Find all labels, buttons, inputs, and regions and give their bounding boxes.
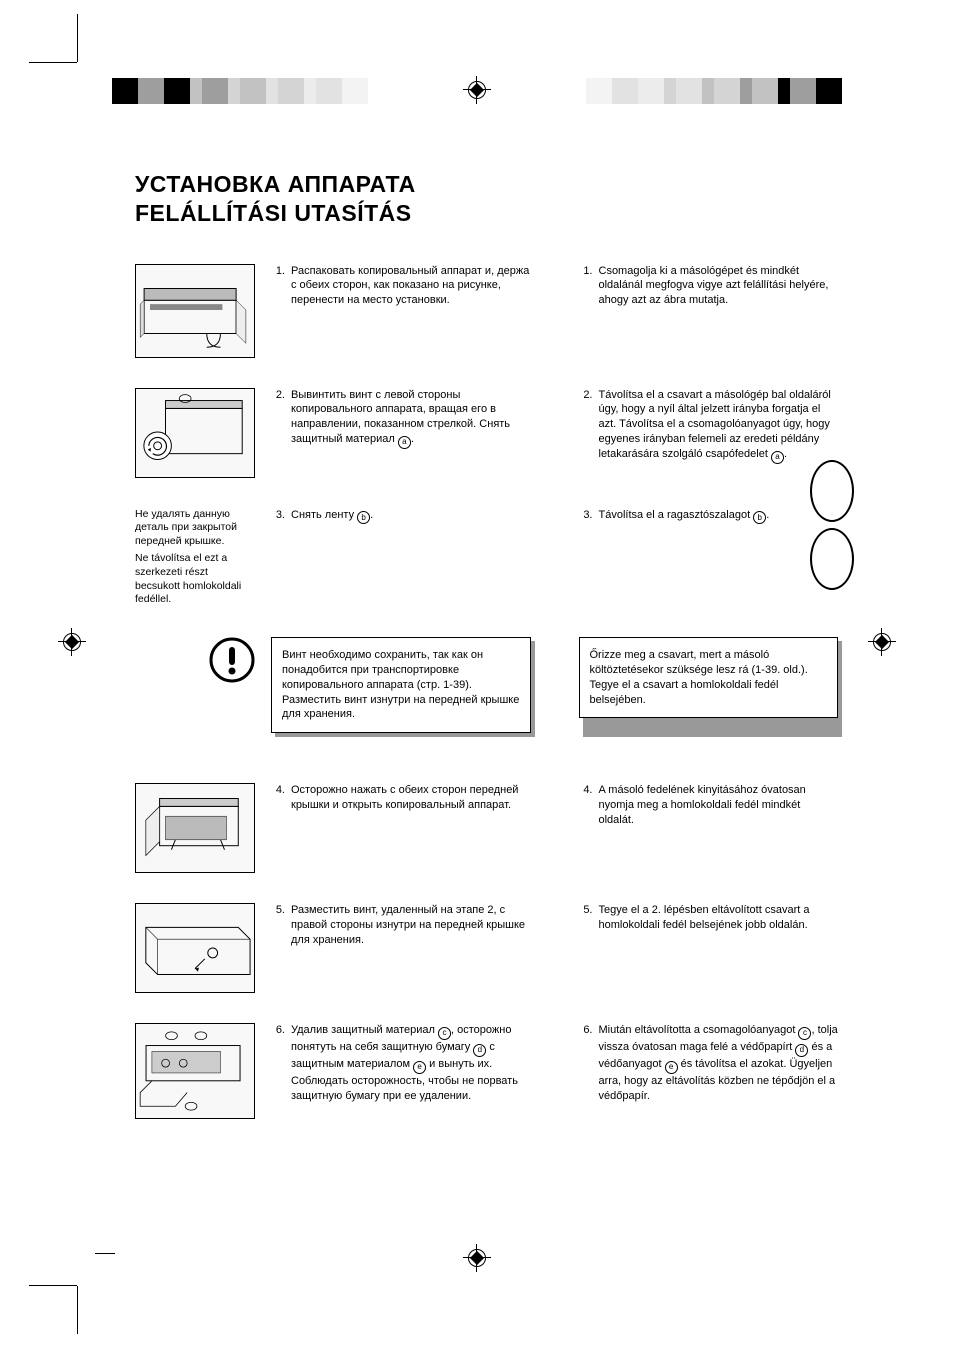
figure-6 <box>135 1023 255 1119</box>
page-content: УСТАНОВКА АППАРАТА FELÁLLÍTÁSI UTASÍTÁS … <box>135 170 838 1119</box>
title-ru: УСТАНОВКА АППАРАТА <box>135 171 416 197</box>
crop-mark <box>77 1286 78 1334</box>
note-row: Винт необходимо сохранить, так как он по… <box>135 637 838 733</box>
step-row-1: 1. Распаковать копировальный аппарат и, … <box>135 264 838 358</box>
ref-e-icon: e <box>413 1061 426 1074</box>
crop-mark <box>29 62 77 63</box>
note-box-hu: Őrizze meg a csavart, mert a másoló költ… <box>579 637 839 733</box>
figure-caption: Не удалять данную деталь при закрытой пе… <box>135 508 255 607</box>
step-4-ru: 4. Осторожно нажать с обеих сторон перед… <box>271 783 531 828</box>
registration-bar-right <box>586 78 842 104</box>
step-row-5: 5. Разместить винт, удаленный на этапе 2… <box>135 903 838 993</box>
step-5-ru: 5. Разместить винт, удаленный на этапе 2… <box>271 903 531 948</box>
step-row-3: Не удалять данную деталь при закрытой пе… <box>135 508 838 607</box>
ref-c-icon: c <box>798 1027 811 1040</box>
step-row-4: 4. Осторожно нажать с обеих сторон перед… <box>135 783 838 873</box>
step-2-hu: 2. Távolítsa el a csavart a másológép ba… <box>579 388 839 464</box>
registration-cross-icon <box>463 76 491 104</box>
ref-e-icon: e <box>665 1061 678 1074</box>
figure-1 <box>135 264 255 358</box>
ref-a-icon: a <box>771 451 784 464</box>
step-6-hu: 6. Miután eltávolította a csomagolóanyag… <box>579 1023 839 1103</box>
figure-2 <box>135 388 255 478</box>
step-1-ru: 1. Распаковать копировальный аппарат и, … <box>271 264 531 309</box>
figure-5 <box>135 903 255 993</box>
step-3-ru: 3. Снять ленту b. <box>271 508 531 525</box>
ref-c-icon: c <box>438 1027 451 1040</box>
step-row-2: 2. Вывинтить винт с левой стороны копиро… <box>135 388 838 478</box>
ref-b-icon: b <box>753 511 766 524</box>
title-hu: FELÁLLÍTÁSI UTASÍTÁS <box>135 200 412 226</box>
registration-cross-icon <box>463 1244 491 1272</box>
ref-b-icon: b <box>357 511 370 524</box>
step-6-ru: 6. Удалив защитный материал c, осторожно… <box>271 1023 531 1103</box>
registration-cross-icon <box>868 628 896 656</box>
note-box-ru: Винт необходимо сохранить, так как он по… <box>271 637 531 733</box>
figure-4 <box>135 783 255 873</box>
registration-cross-icon <box>58 628 86 656</box>
crop-mark <box>77 14 78 62</box>
step-3-hu: 3. Távolítsa el a ragasztószalagot b. <box>579 508 839 525</box>
step-2-ru: 2. Вывинтить винт с левой стороны копиро… <box>271 388 531 464</box>
ref-d-icon: d <box>473 1044 486 1057</box>
ref-a-icon: a <box>398 436 411 449</box>
step-4-hu: 4. A másoló fedelének kinyitásához óvato… <box>579 783 839 828</box>
page-title: УСТАНОВКА АППАРАТА FELÁLLÍTÁSI UTASÍTÁS <box>135 170 838 228</box>
step-1-hu: 1. Csomagolja ki a másológépet és mindké… <box>579 264 839 309</box>
registration-bar-left <box>112 78 368 104</box>
ref-d-icon: d <box>795 1044 808 1057</box>
step-5-hu: 5. Tegye el a 2. lépésben eltávolított c… <box>579 903 839 948</box>
crop-mark <box>29 1285 77 1286</box>
warning-icon <box>135 637 255 683</box>
crop-mark <box>95 1253 115 1254</box>
step-row-6: 6. Удалив защитный материал c, осторожно… <box>135 1023 838 1119</box>
